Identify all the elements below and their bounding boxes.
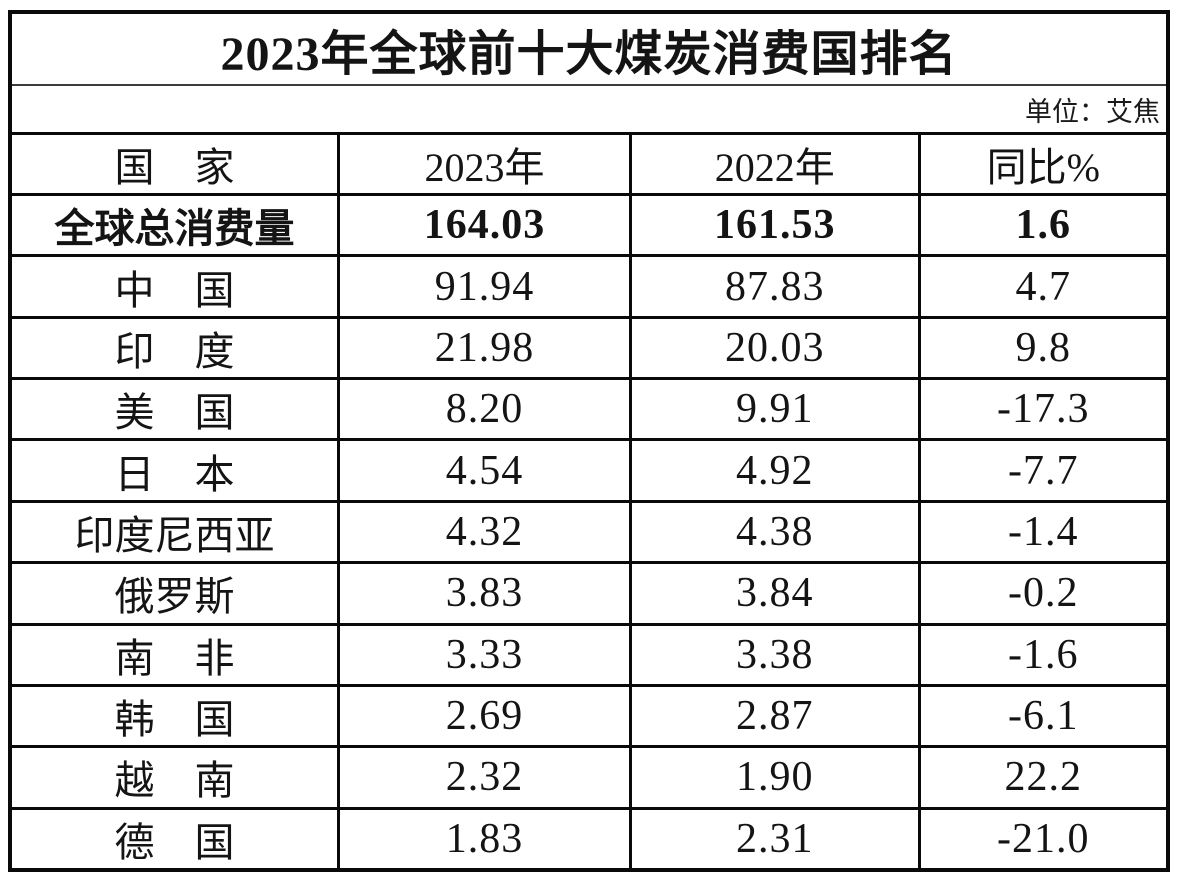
yoy-cell: -0.2 (917, 561, 1166, 626)
value-2022-cell: 2.31 (629, 806, 921, 868)
coal-consumption-table: 国 家 2023年 2022年 同比% 全球总消费量 164.03 161.53… (12, 132, 1166, 868)
value-2023-cell: 91.94 (337, 254, 633, 319)
value-2022-cell: 161.53 (629, 192, 921, 258)
yoy-cell: -1.4 (917, 499, 1166, 565)
value-2022-cell: 20.03 (629, 315, 921, 381)
value-2022-cell: 1.90 (629, 745, 921, 810)
value-2023-cell: 21.98 (337, 315, 633, 381)
value-2023-cell: 2.32 (337, 745, 633, 810)
value-2022-cell: 3.84 (629, 561, 921, 626)
column-header-2023: 2023年 (337, 132, 633, 196)
value-2022-cell: 87.83 (629, 254, 921, 319)
unit-label: 单位：艾焦 (1025, 96, 1160, 127)
country-cell: 韩 国 (12, 683, 341, 749)
value-2023-cell: 164.03 (337, 192, 633, 258)
column-header-2022: 2022年 (629, 132, 921, 196)
value-2023-cell: 3.33 (337, 622, 633, 687)
table-row: 越 南 2.32 1.90 22.2 (12, 745, 1166, 810)
yoy-cell: -17.3 (917, 377, 1166, 442)
table-row: 中 国 91.94 87.83 4.7 (12, 254, 1166, 319)
ranking-table-panel: 2023年全球前十大煤炭消费国排名 单位：艾焦 国 家 2023年 2022年 … (8, 10, 1170, 872)
country-cell: 印度尼西亚 (12, 499, 341, 565)
table-row: 日 本 4.54 4.92 -7.7 (12, 438, 1166, 503)
table-row: 德 国 1.83 2.31 -21.0 (12, 806, 1166, 868)
yoy-cell: 4.7 (917, 254, 1166, 319)
column-header-yoy: 同比% (917, 132, 1166, 196)
value-2023-cell: 4.54 (337, 438, 633, 503)
table-row: 印度尼西亚 4.32 4.38 -1.4 (12, 499, 1166, 565)
country-cell: 日 本 (12, 438, 341, 503)
country-cell: 越 南 (12, 745, 341, 810)
yoy-cell: -21.0 (917, 806, 1166, 868)
yoy-cell: 22.2 (917, 745, 1166, 810)
table-title: 2023年全球前十大煤炭消费国排名 (12, 14, 1166, 86)
table-row-total: 全球总消费量 164.03 161.53 1.6 (12, 192, 1166, 258)
value-2023-cell: 1.83 (337, 806, 633, 868)
value-2022-cell: 9.91 (629, 377, 921, 442)
table-row: 俄罗斯 3.83 3.84 -0.2 (12, 561, 1166, 626)
table-row: 美 国 8.20 9.91 -17.3 (12, 377, 1166, 442)
country-cell: 中 国 (12, 254, 341, 319)
value-2022-cell: 4.92 (629, 438, 921, 503)
yoy-cell: 9.8 (917, 315, 1166, 381)
column-header-country: 国 家 (12, 132, 341, 196)
yoy-cell: -7.7 (917, 438, 1166, 503)
value-2022-cell: 2.87 (629, 683, 921, 749)
value-2023-cell: 2.69 (337, 683, 633, 749)
header-row: 国 家 2023年 2022年 同比% (12, 132, 1166, 196)
table-row: 韩 国 2.69 2.87 -6.1 (12, 683, 1166, 749)
country-cell: 印 度 (12, 315, 341, 381)
country-cell: 俄罗斯 (12, 561, 341, 626)
table-row: 南 非 3.33 3.38 -1.6 (12, 622, 1166, 687)
country-cell: 德 国 (12, 806, 341, 868)
value-2023-cell: 3.83 (337, 561, 633, 626)
value-2023-cell: 4.32 (337, 499, 633, 565)
value-2023-cell: 8.20 (337, 377, 633, 442)
yoy-cell: 1.6 (917, 192, 1166, 258)
table-row: 印 度 21.98 20.03 9.8 (12, 315, 1166, 381)
yoy-cell: -1.6 (917, 622, 1166, 687)
table-grid: 国 家 2023年 2022年 同比% 全球总消费量 164.03 161.53… (12, 132, 1166, 868)
country-cell: 全球总消费量 (12, 192, 341, 258)
country-cell: 南 非 (12, 622, 341, 687)
value-2022-cell: 3.38 (629, 622, 921, 687)
yoy-cell: -6.1 (917, 683, 1166, 749)
country-cell: 美 国 (12, 377, 341, 442)
value-2022-cell: 4.38 (629, 499, 921, 565)
